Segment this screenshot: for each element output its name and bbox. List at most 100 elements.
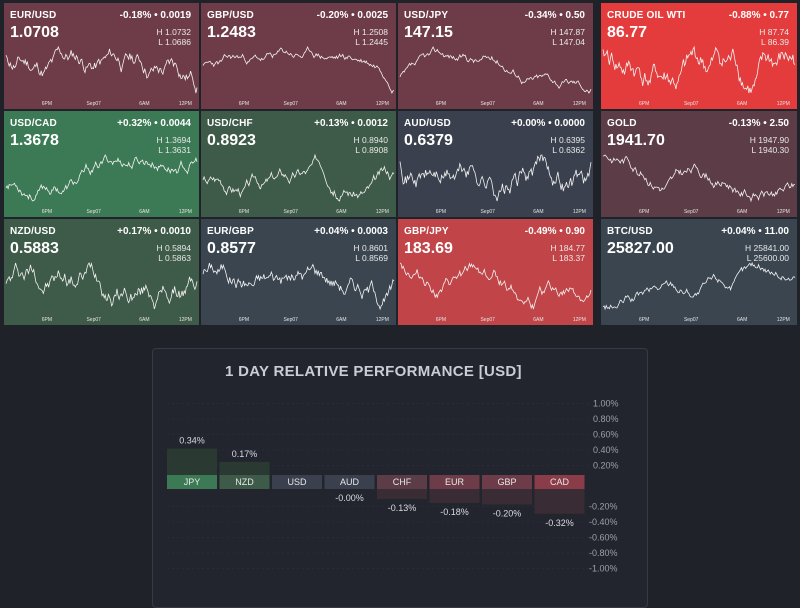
ticker-change: +0.13% • 0.0012 bbox=[314, 118, 388, 129]
ticker-symbol: USD/CHF bbox=[207, 118, 253, 129]
ticker-change: +0.32% • 0.0044 bbox=[117, 118, 191, 129]
time-axis-label: 6PM bbox=[436, 209, 446, 215]
bar-value-label: -0.32% bbox=[545, 518, 574, 528]
bar-value-label: -0.00% bbox=[335, 493, 364, 503]
price-chart: 6PM Sep07 6AM 12PM bbox=[602, 154, 795, 215]
ticker-tile[interactable]: GBP/USD -0.20% • 0.0025 1.2483 H 1.2508 L 1.… bbox=[201, 3, 396, 109]
bar-value-label: -0.18% bbox=[440, 507, 469, 517]
time-axis-label: 6AM bbox=[139, 101, 149, 107]
price-sparkline bbox=[602, 45, 796, 94]
category-label-box bbox=[324, 475, 375, 489]
ticker-symbol: EUR/USD bbox=[10, 10, 57, 21]
ticker-tile[interactable]: AUD/USD +0.00% • 0.0000 0.6379 H 0.6395 L 0.… bbox=[398, 111, 593, 217]
price-sparkline bbox=[5, 261, 198, 310]
y-axis-tick: 0.60% bbox=[593, 430, 619, 440]
category-label: NZD bbox=[235, 477, 254, 487]
time-axis-label: 12PM bbox=[573, 101, 586, 107]
y-axis-tick: 0.40% bbox=[593, 445, 619, 455]
ticker-high: H 0.6395 bbox=[550, 135, 586, 145]
relative-performance-panel: 1 DAY RELATIVE PERFORMANCE [USD] 1.00% 0.… bbox=[152, 348, 648, 608]
ticker-price: 1.3678 bbox=[10, 132, 59, 149]
ticker-low: L 0.8569 bbox=[355, 253, 388, 263]
perf-bar bbox=[482, 489, 532, 505]
y-axis-tick: -0.60% bbox=[589, 533, 618, 543]
time-axis-label: 12PM bbox=[573, 317, 586, 323]
bar-value-label: 0.17% bbox=[232, 449, 258, 459]
time-axis-label: 6PM bbox=[239, 317, 249, 323]
ticker-low: L 147.04 bbox=[552, 37, 585, 47]
ticker-low: L 86.39 bbox=[760, 37, 789, 47]
ticker-tile[interactable]: BTC/USD +0.04% • 11.00 25827.00 H 25841.00 L… bbox=[601, 219, 797, 325]
ticker-high: H 1.3694 bbox=[156, 135, 192, 145]
perf-bar bbox=[534, 489, 585, 514]
ticker-price: 0.6379 bbox=[404, 132, 453, 149]
time-axis-label: 12PM bbox=[376, 209, 389, 215]
ticker-tile[interactable]: EUR/USD -0.18% • 0.0019 1.0708 H 1.0732 L 1.… bbox=[4, 3, 199, 109]
ticker-high: H 184.77 bbox=[550, 243, 586, 253]
time-axis-label: Sep07 bbox=[86, 317, 101, 323]
ticker-high: H 0.8601 bbox=[353, 243, 389, 253]
ticker-price: 0.8577 bbox=[207, 240, 256, 257]
category-label: EUR bbox=[445, 477, 465, 487]
time-axis-label: 6AM bbox=[737, 317, 747, 323]
bar-value-label: -0.13% bbox=[388, 503, 417, 513]
category-label-box bbox=[272, 475, 322, 489]
time-axis-label: Sep07 bbox=[283, 209, 298, 215]
ticker-low: L 25600.00 bbox=[746, 253, 789, 263]
time-axis-label: 6PM bbox=[436, 101, 446, 107]
ticker-symbol: NZD/USD bbox=[10, 226, 56, 237]
time-axis-label: 6PM bbox=[436, 317, 446, 323]
ticker-tile[interactable]: GOLD -0.13% • 2.50 1941.70 H 1947.90 L 1940.… bbox=[601, 111, 797, 217]
ticker-tile[interactable]: GBP/JPY -0.49% • 0.90 183.69 H 184.77 L 183.… bbox=[398, 219, 593, 325]
time-axis-label: 6PM bbox=[42, 317, 52, 323]
time-axis-label: 6AM bbox=[336, 101, 346, 107]
y-axis-tick: -0.20% bbox=[589, 502, 618, 512]
ticker-tile[interactable]: USD/CHF +0.13% • 0.0012 0.8923 H 0.8940 L 0.… bbox=[201, 111, 396, 217]
price-sparkline bbox=[5, 45, 198, 94]
ticker-price: 86.77 bbox=[607, 24, 648, 41]
ticker-change: -0.88% • 0.77 bbox=[728, 10, 789, 21]
ticker-tile[interactable]: CRUDE OIL WTI -0.88% • 0.77 86.77 H 87.74 L … bbox=[601, 3, 797, 109]
time-axis-label: 12PM bbox=[777, 209, 790, 215]
time-axis-label: Sep07 bbox=[480, 101, 495, 107]
ticker-low: L 1.0686 bbox=[158, 37, 191, 47]
price-sparkline bbox=[602, 261, 796, 311]
ticker-symbol: GOLD bbox=[607, 118, 637, 129]
ticker-change: +0.04% • 11.00 bbox=[721, 226, 789, 237]
ticker-low: L 0.8908 bbox=[355, 145, 388, 155]
ticker-tile[interactable]: USD/CAD +0.32% • 0.0044 1.3678 H 1.3694 L 1.… bbox=[4, 111, 199, 217]
ticker-high: H 1947.90 bbox=[749, 135, 789, 145]
ticker-high: H 87.74 bbox=[759, 27, 789, 37]
ticker-tile[interactable]: NZD/USD +0.17% • 0.0010 0.5883 H 0.5894 L 0.… bbox=[4, 219, 199, 325]
time-axis-label: Sep07 bbox=[86, 101, 101, 107]
price-chart: 6PM Sep07 6AM 12PM bbox=[202, 262, 395, 323]
ticker-low: L 1940.30 bbox=[751, 145, 790, 155]
ticker-tile[interactable]: EUR/GBP +0.04% • 0.0003 0.8577 H 0.8601 L 0.… bbox=[201, 219, 396, 325]
y-axis-tick: 0.20% bbox=[593, 461, 619, 471]
time-axis-label: 12PM bbox=[179, 101, 192, 107]
ticker-low: L 0.5863 bbox=[158, 253, 191, 263]
perf-bar bbox=[167, 448, 217, 475]
time-axis-label: Sep07 bbox=[480, 209, 495, 215]
time-axis-label: Sep07 bbox=[86, 209, 101, 215]
price-sparkline bbox=[5, 154, 198, 202]
ticker-price: 147.15 bbox=[404, 24, 453, 41]
time-axis-label: 12PM bbox=[376, 101, 389, 107]
price-chart: 6PM Sep07 6AM 12PM bbox=[5, 45, 198, 107]
category-label: JPY bbox=[184, 477, 201, 487]
time-axis-label: 6AM bbox=[533, 101, 543, 107]
price-sparkline bbox=[399, 46, 592, 94]
ticker-tile[interactable]: USD/JPY -0.34% • 0.50 147.15 H 147.87 L 147.… bbox=[398, 3, 593, 109]
ticker-price: 1.2483 bbox=[207, 24, 256, 41]
ticker-low: L 1.3631 bbox=[158, 145, 191, 155]
ticker-price: 25827.00 bbox=[607, 240, 674, 257]
ticker-symbol: BTC/USD bbox=[607, 226, 653, 237]
ticker-change: +0.00% • 0.0000 bbox=[511, 118, 585, 129]
bar-value-label: 0.34% bbox=[179, 436, 205, 446]
time-axis-label: 6AM bbox=[533, 209, 543, 215]
time-axis-label: 12PM bbox=[777, 101, 790, 107]
category-label: AUD bbox=[340, 477, 360, 487]
ticker-change: +0.17% • 0.0010 bbox=[117, 226, 191, 237]
y-axis-tick: -0.40% bbox=[589, 517, 618, 527]
category-label: USD bbox=[287, 477, 307, 487]
